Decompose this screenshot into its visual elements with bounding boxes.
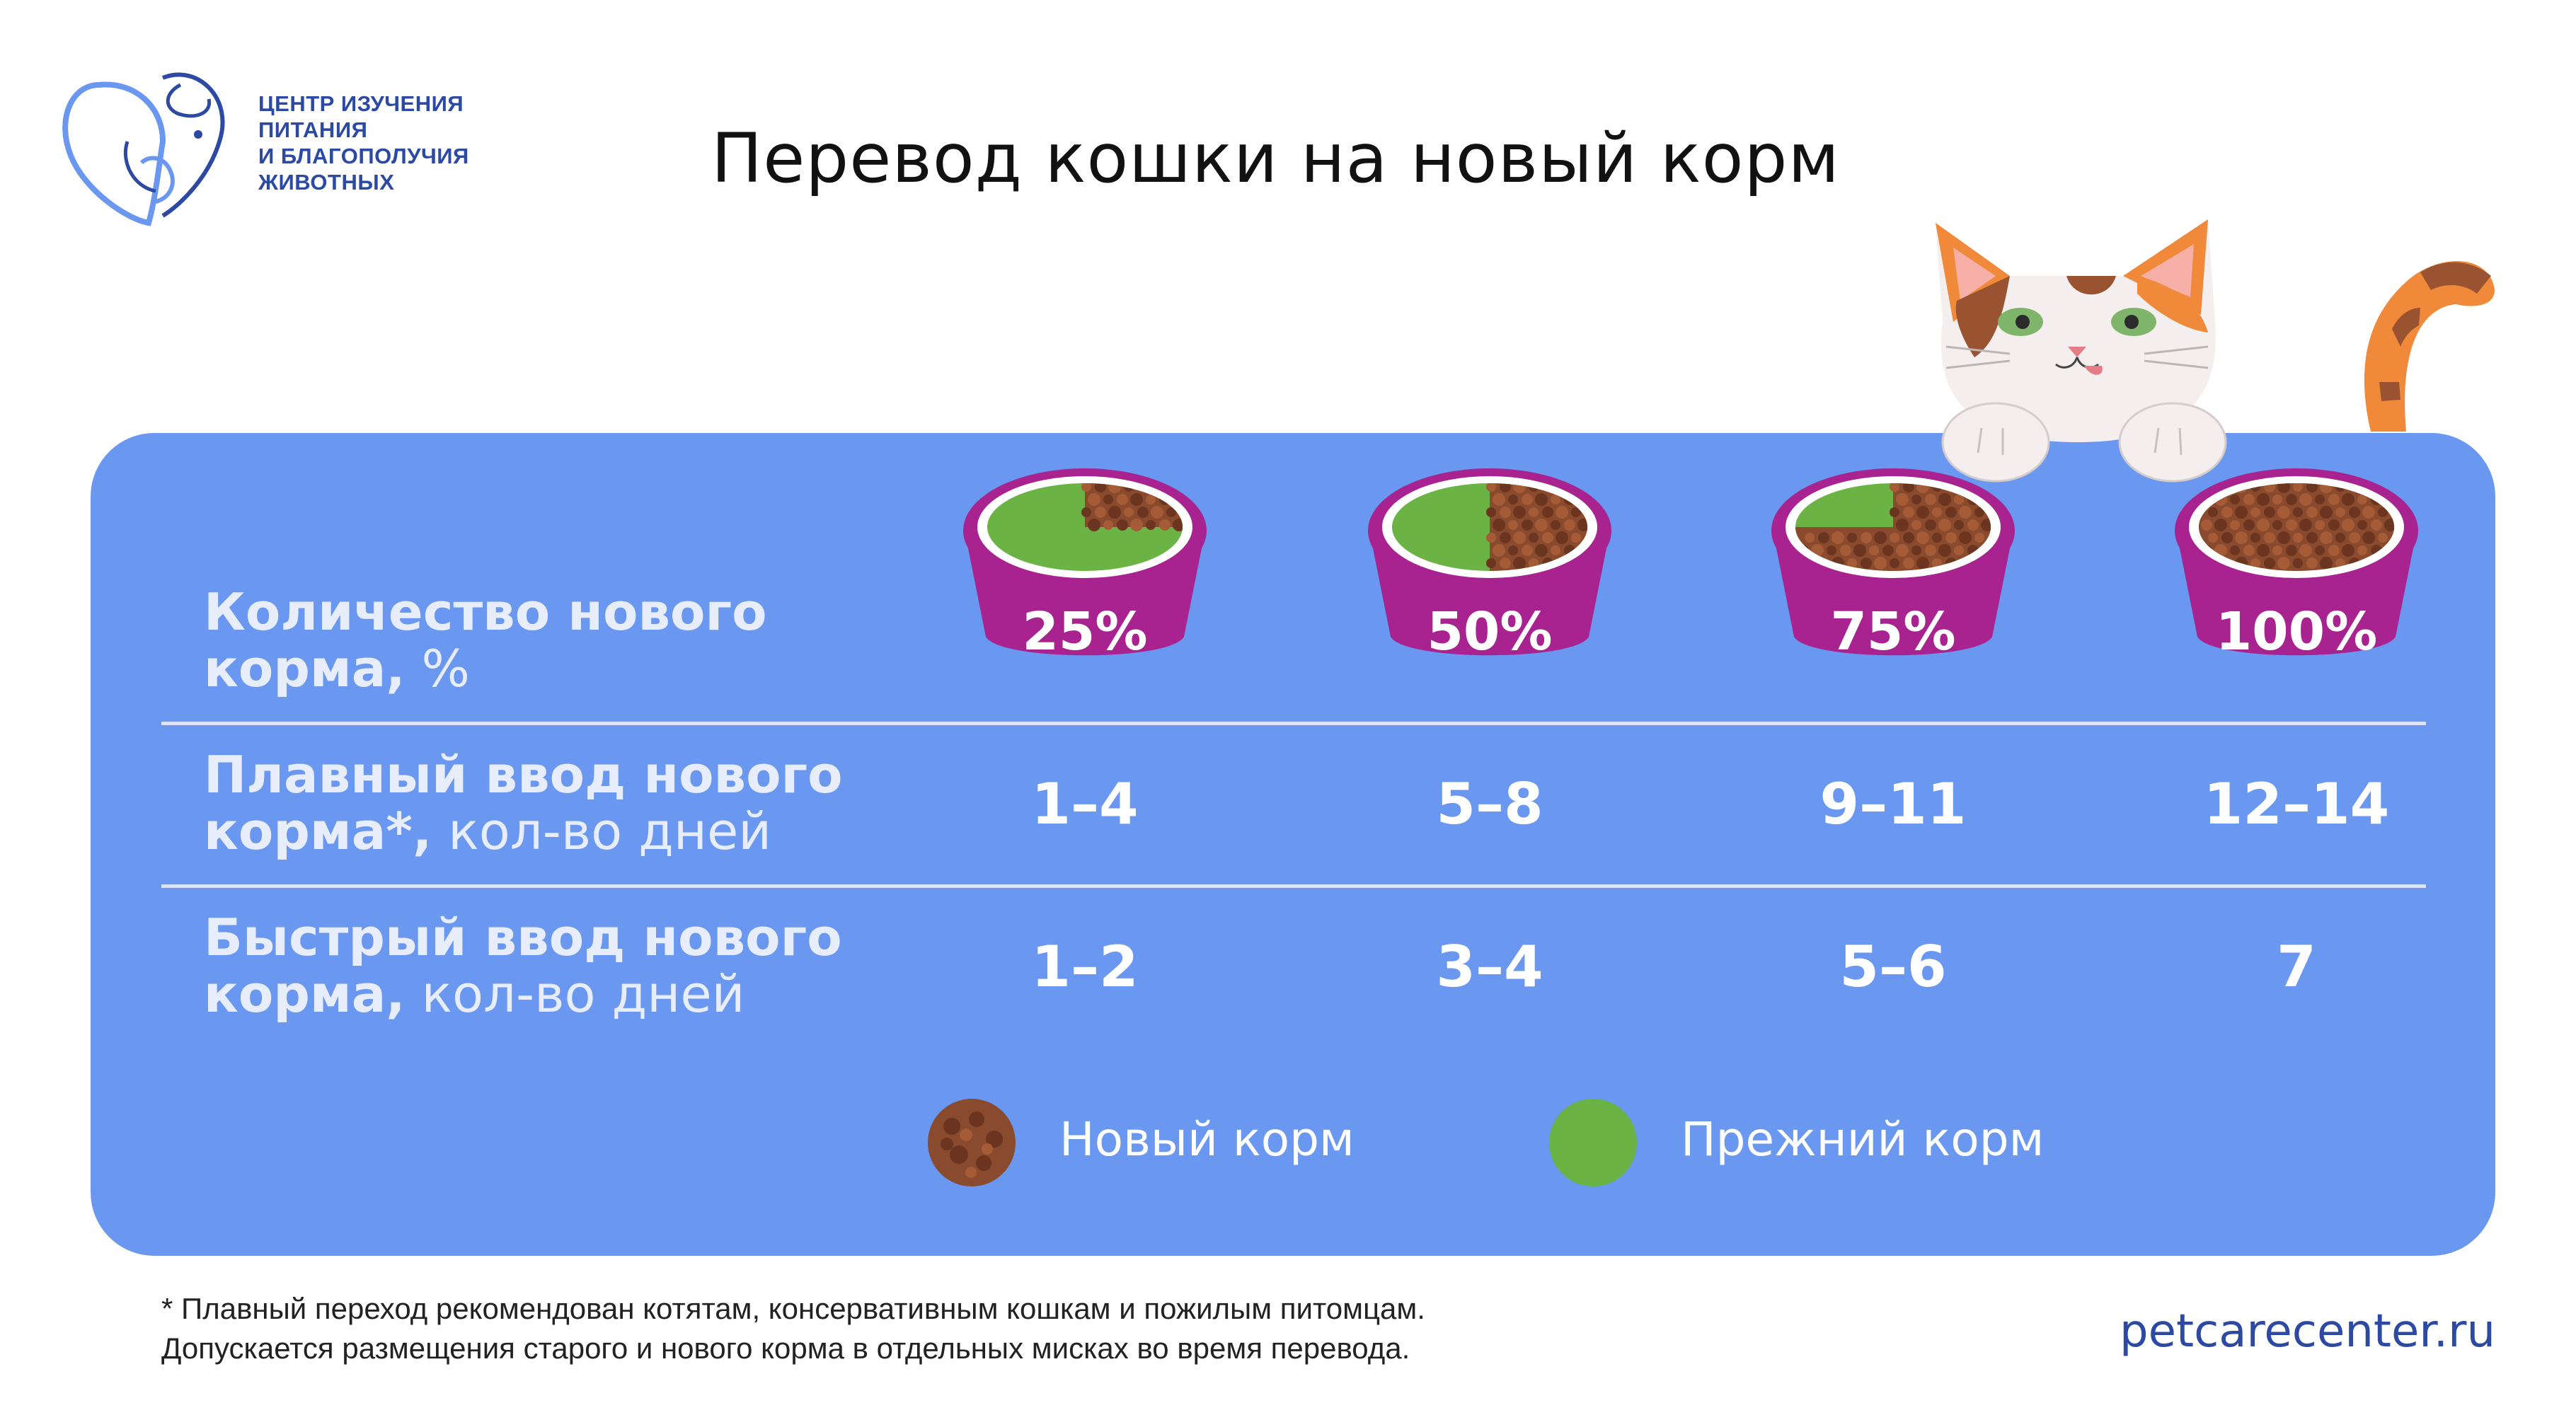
- legend-old-food: Прежний корм: [1681, 1112, 2045, 1167]
- row-label-light: кол-во дней: [432, 802, 772, 861]
- stage-percent: 75%: [1830, 601, 1956, 662]
- org-name-line: ЖИВОТНЫХ: [258, 170, 395, 195]
- stage-percent: 25%: [1022, 601, 1148, 662]
- fast-days-value: 5–6: [1839, 934, 1947, 1000]
- smooth-days-value: 1–4: [1031, 771, 1139, 837]
- row-label-bold: Быстрый ввод нового корма,: [204, 908, 842, 1024]
- row-label-bold: Плавный ввод нового корма*,: [204, 745, 843, 861]
- org-name: ЦЕНТР ИЗУЧЕНИЯ ПИТАНИЯ И БЛАГОПОЛУЧИЯ ЖИ…: [258, 91, 469, 195]
- food-bowl-icon: [1771, 468, 2015, 656]
- food-bowl-icon: [963, 468, 1207, 656]
- page-title: Перевод кошки на новый корм: [711, 119, 1840, 198]
- website-link[interactable]: petcarecenter.ru: [2119, 1305, 2495, 1358]
- footnote: * Плавный переход рекомендован котятам, …: [161, 1289, 1425, 1368]
- footnote-line: * Плавный переход рекомендован котятам, …: [161, 1292, 1425, 1325]
- row-divider: [161, 722, 2426, 725]
- stage-percent: 50%: [1427, 601, 1553, 662]
- footnote-line: Допускается размещения старого и нового …: [161, 1332, 1410, 1365]
- food-bowl-icon: [1368, 468, 1611, 656]
- row-label-fast: Быстрый ввод нового корма, кол-во дней: [204, 909, 912, 1022]
- row-divider: [161, 884, 2426, 888]
- stage-percent: 100%: [2215, 601, 2378, 662]
- org-name-line: И БЛАГОПОЛУЧИЯ: [258, 144, 469, 168]
- legend-new-food: Новый корм: [1059, 1112, 1355, 1167]
- row-label-light: %: [405, 639, 470, 698]
- info-panel: [91, 433, 2495, 1256]
- smooth-days-value: 12–14: [2203, 771, 2390, 837]
- row-label-amount: Количество нового корма, %: [204, 584, 912, 697]
- smooth-days-value: 9–11: [1819, 771, 1967, 837]
- fast-days-value: 1–2: [1031, 934, 1139, 1000]
- cat-illustration: [1936, 219, 2495, 483]
- org-name-line: ЦЕНТР ИЗУЧЕНИЯ: [258, 91, 464, 116]
- food-bowl-icon: [2175, 468, 2418, 656]
- row-label-smooth: Плавный ввод нового корма*, кол-во дней: [204, 746, 912, 860]
- fast-days-value: 7: [2277, 934, 2316, 1000]
- row-label-light: кол-во дней: [405, 964, 745, 1024]
- fast-days-value: 3–4: [1436, 934, 1543, 1000]
- row-label-bold: Количество нового корма,: [204, 582, 767, 698]
- smooth-days-value: 5–8: [1436, 771, 1543, 837]
- old-food-legend-icon: [1549, 1099, 1637, 1186]
- org-name-line: ПИТАНИЯ: [258, 117, 368, 142]
- pet-logo-icon: [62, 72, 225, 226]
- new-food-legend-icon: [928, 1099, 1016, 1186]
